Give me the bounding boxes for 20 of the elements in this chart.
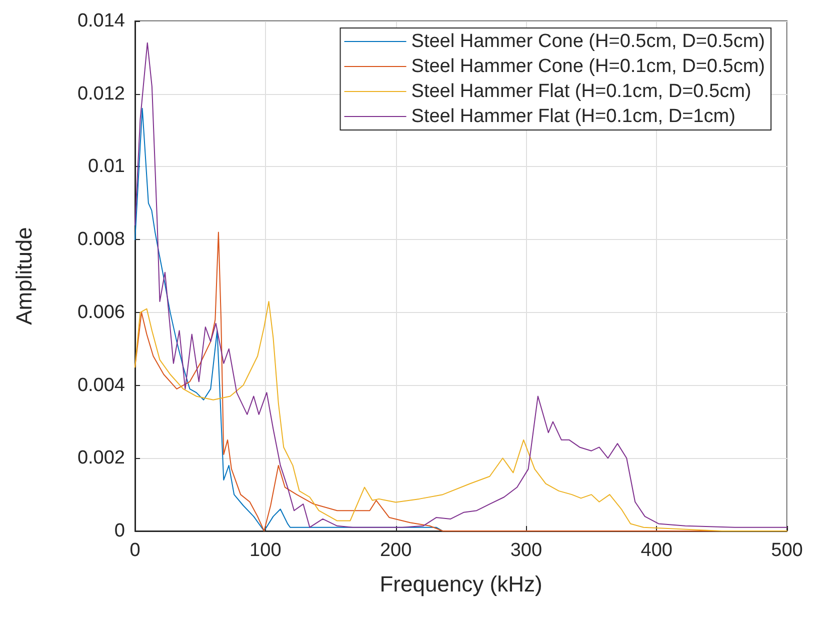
x-axis-title: Frequency (kHz)	[380, 572, 542, 596]
legend-label: Steel Hammer Cone (H=0.5cm, D=0.5cm)	[411, 31, 766, 52]
y-tick-label: 0.008	[77, 229, 125, 250]
x-tick-label: 500	[771, 540, 803, 561]
y-tick-label: 0.006	[77, 302, 125, 323]
y-tick-label: 0.012	[77, 83, 125, 104]
legend-label: Steel Hammer Flat (H=0.1cm, D=1cm)	[411, 106, 736, 127]
y-tick-label: 0.014	[77, 10, 126, 32]
legend-label: Steel Hammer Flat (H=0.1cm, D=0.5cm)	[411, 81, 752, 102]
x-tick-label: 100	[250, 540, 282, 561]
x-tick-label: 400	[640, 540, 672, 561]
legend-label: Steel Hammer Cone (H=0.1cm, D=0.5cm)	[411, 56, 766, 77]
x-tick-label: 300	[510, 540, 542, 561]
x-tick-label: 0	[130, 540, 140, 561]
x-tick-label: 200	[380, 540, 412, 561]
y-tick-label: 0.01	[88, 156, 125, 178]
y-tick-label: 0.002	[77, 448, 125, 469]
y-axis-title: Amplitude	[12, 227, 36, 325]
y-tick-label: 0.004	[77, 374, 126, 396]
y-tick-label: 0	[114, 520, 125, 542]
